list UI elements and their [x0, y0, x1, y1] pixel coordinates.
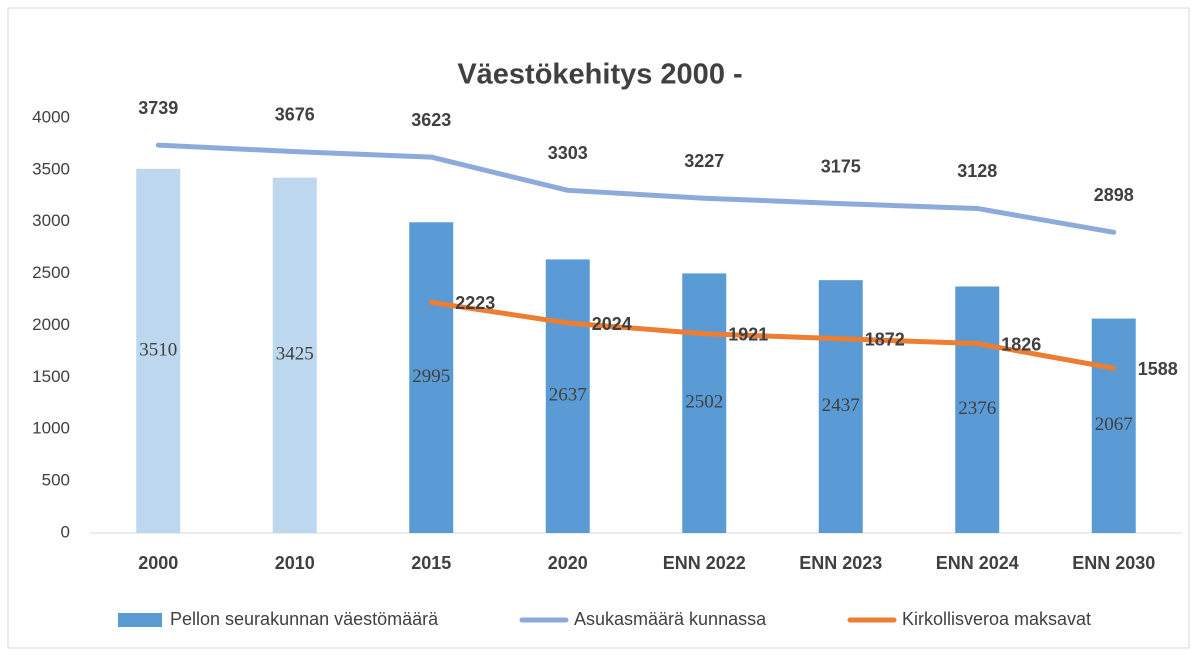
line-value-label: 1826 [1001, 334, 1041, 354]
bar-value-label: 3510 [139, 339, 177, 360]
y-tick-label: 3000 [32, 211, 70, 230]
bar [545, 259, 590, 533]
bar-value-label: 2995 [412, 366, 450, 387]
legend-swatch [118, 613, 162, 627]
y-tick-label: 2500 [32, 263, 70, 282]
legend-label: Pellon seurakunnan väestömäärä [170, 609, 439, 629]
bar [955, 286, 1000, 533]
line-series [155, 142, 1117, 235]
bar [682, 273, 727, 533]
x-tick-label: 2020 [548, 553, 588, 573]
legend-label: Kirkollisveroa maksavat [902, 609, 1091, 629]
line-value-label: 3623 [411, 110, 451, 130]
x-tick-label: ENN 2024 [936, 553, 1019, 573]
bar-value-label: 2437 [822, 395, 860, 416]
chart-title: Väestökehitys 2000 - [457, 59, 742, 91]
y-tick-label: 1500 [32, 367, 70, 386]
bar-value-label: 2502 [685, 392, 723, 413]
x-tick-label: 2010 [275, 553, 315, 573]
line-value-label: 3227 [684, 151, 724, 171]
bar [1091, 318, 1136, 533]
y-tick-label: 3500 [32, 159, 70, 178]
bar [409, 222, 454, 534]
x-tick-label: ENN 2023 [799, 553, 882, 573]
x-tick-label: 2015 [411, 553, 451, 573]
x-tick-label: ENN 2022 [663, 553, 746, 573]
line-value-label: 3303 [548, 143, 588, 163]
y-tick-label: 1000 [32, 419, 70, 438]
y-tick-label: 2000 [32, 315, 70, 334]
line-value-label: 2024 [592, 314, 632, 334]
bar-value-label: 3425 [276, 344, 314, 365]
y-tick-label: 500 [42, 471, 70, 490]
bar-value-label: 2067 [1095, 414, 1133, 435]
line-value-label: 2223 [455, 293, 495, 313]
x-tick-label: ENN 2030 [1072, 553, 1155, 573]
line-value-label: 3175 [821, 156, 861, 176]
line-value-label: 1872 [865, 330, 905, 350]
line-value-label: 3739 [138, 98, 178, 118]
line-value-label: 3676 [275, 104, 315, 124]
y-tick-label: 4000 [32, 107, 70, 126]
line-value-label: 2898 [1094, 185, 1134, 205]
line-value-label: 3128 [957, 161, 997, 181]
line-value-label: 1588 [1138, 359, 1178, 379]
line-series [428, 299, 1117, 371]
line-value-label: 1921 [728, 324, 768, 344]
bar [136, 168, 181, 533]
bar-value-label: 2637 [549, 385, 587, 406]
y-tick-label: 0 [61, 522, 70, 541]
bar-value-label: 2376 [958, 398, 996, 419]
bar [818, 280, 863, 533]
bar [272, 177, 317, 533]
legend-label: Asukasmäärä kunnassa [574, 609, 767, 629]
x-tick-label: 2000 [138, 553, 178, 573]
